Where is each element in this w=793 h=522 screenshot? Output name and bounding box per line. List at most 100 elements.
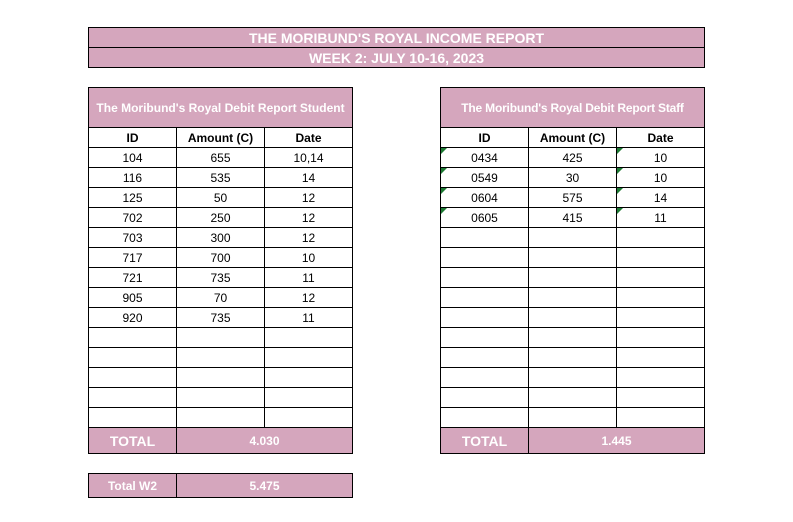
empty-cell — [264, 327, 353, 348]
table-cell: 11 — [264, 267, 353, 288]
column-header: ID — [440, 127, 529, 148]
table-cell: 125 — [88, 187, 177, 208]
table-cell: 415 — [528, 207, 617, 228]
empty-cell — [264, 347, 353, 368]
table-cell: 14 — [616, 187, 705, 208]
table-cell: 12 — [264, 187, 353, 208]
empty-cell — [616, 347, 705, 368]
empty-cell — [616, 327, 705, 348]
empty-cell — [88, 407, 177, 428]
empty-cell — [264, 407, 353, 428]
empty-cell — [528, 387, 617, 408]
table-cell: 425 — [528, 147, 617, 168]
report-subtitle: WEEK 2: JULY 10-16, 2023 — [88, 47, 705, 68]
table-cell: 10,14 — [264, 147, 353, 168]
empty-cell — [528, 247, 617, 268]
table-cell: 0605 — [440, 207, 529, 228]
empty-cell — [88, 327, 177, 348]
table-cell: 717 — [88, 247, 177, 268]
total-label: TOTAL — [440, 427, 529, 454]
grand-total-label: Total W2 — [88, 473, 177, 498]
empty-cell — [176, 387, 265, 408]
empty-cell — [440, 227, 529, 248]
table-cell: 721 — [88, 267, 177, 288]
table-cell: 535 — [176, 167, 265, 188]
table-cell: 104 — [88, 147, 177, 168]
table-cell: 0549 — [440, 167, 529, 188]
table-cell: 735 — [176, 307, 265, 328]
empty-cell — [88, 347, 177, 368]
table-cell: 12 — [264, 207, 353, 228]
table-cell: 10 — [616, 167, 705, 188]
column-header: Amount (C) — [528, 127, 617, 148]
table-cell: 12 — [264, 287, 353, 308]
table-cell: 0434 — [440, 147, 529, 168]
empty-cell — [528, 267, 617, 288]
empty-cell — [176, 327, 265, 348]
empty-cell — [528, 407, 617, 428]
table-cell: 12 — [264, 227, 353, 248]
empty-cell — [616, 407, 705, 428]
empty-cell — [440, 407, 529, 428]
table-cell: 735 — [176, 267, 265, 288]
table-cell: 116 — [88, 167, 177, 188]
table-title: The Moribund's Royal Debit Report Staff — [440, 87, 705, 128]
total-value: 1.445 — [528, 427, 705, 454]
table-cell: 300 — [176, 227, 265, 248]
empty-cell — [440, 387, 529, 408]
table-cell: 700 — [176, 247, 265, 268]
table-cell: 250 — [176, 207, 265, 228]
table-cell: 702 — [88, 207, 177, 228]
empty-cell — [528, 327, 617, 348]
empty-cell — [440, 327, 529, 348]
empty-cell — [616, 287, 705, 308]
empty-cell — [440, 347, 529, 368]
table-cell: 30 — [528, 167, 617, 188]
table-cell: 10 — [264, 247, 353, 268]
column-header: Amount (C) — [176, 127, 265, 148]
empty-cell — [616, 387, 705, 408]
empty-cell — [440, 307, 529, 328]
empty-cell — [528, 287, 617, 308]
empty-cell — [88, 387, 177, 408]
total-label: TOTAL — [88, 427, 177, 454]
empty-cell — [264, 387, 353, 408]
table-cell: 11 — [616, 207, 705, 228]
empty-cell — [176, 407, 265, 428]
column-header: Date — [616, 127, 705, 148]
table-cell: 11 — [264, 307, 353, 328]
table-cell: 655 — [176, 147, 265, 168]
empty-cell — [440, 247, 529, 268]
empty-cell — [616, 247, 705, 268]
table-cell: 575 — [528, 187, 617, 208]
table-cell: 920 — [88, 307, 177, 328]
empty-cell — [88, 367, 177, 388]
table-cell: 70 — [176, 287, 265, 308]
empty-cell — [528, 307, 617, 328]
empty-cell — [440, 267, 529, 288]
empty-cell — [616, 267, 705, 288]
table-cell: 905 — [88, 287, 177, 308]
empty-cell — [176, 367, 265, 388]
empty-cell — [616, 307, 705, 328]
empty-cell — [616, 367, 705, 388]
report-title: THE MORIBUND'S ROYAL INCOME REPORT — [88, 27, 705, 48]
empty-cell — [176, 347, 265, 368]
total-value: 4.030 — [176, 427, 353, 454]
table-cell: 0604 — [440, 187, 529, 208]
table-title: The Moribund's Royal Debit Report Studen… — [88, 87, 353, 128]
grand-total-value: 5.475 — [176, 473, 353, 498]
table-cell: 14 — [264, 167, 353, 188]
table-cell: 10 — [616, 147, 705, 168]
empty-cell — [264, 367, 353, 388]
empty-cell — [616, 227, 705, 248]
empty-cell — [528, 367, 617, 388]
table-cell: 50 — [176, 187, 265, 208]
empty-cell — [528, 227, 617, 248]
table-cell: 703 — [88, 227, 177, 248]
empty-cell — [440, 287, 529, 308]
column-header: Date — [264, 127, 353, 148]
column-header: ID — [88, 127, 177, 148]
empty-cell — [528, 347, 617, 368]
